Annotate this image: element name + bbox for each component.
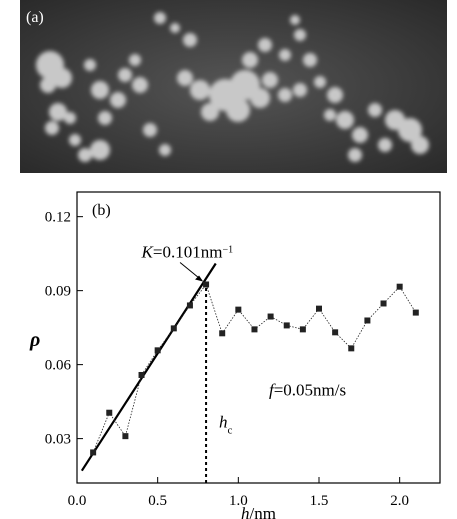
point	[332, 329, 339, 336]
x-axis-label-part: /nm	[250, 504, 276, 519]
annotation-arrowhead	[195, 275, 204, 282]
y-tick-label: 0.09	[45, 284, 71, 300]
point	[316, 305, 322, 312]
annotation-part: K	[141, 242, 155, 261]
annotation: f=0.05nm/s	[269, 380, 346, 399]
point	[138, 371, 145, 378]
annotation-part: =0.05nm/s	[274, 380, 346, 399]
x-axis-label-part: h	[241, 504, 250, 519]
series-line	[92, 283, 417, 453]
annotation-part: −1	[222, 244, 233, 255]
annotation-part: c	[227, 425, 232, 437]
point	[219, 330, 226, 337]
annotation: K=0.101nm−1	[141, 242, 234, 261]
panel-label: (b)	[92, 202, 111, 219]
annotation-part: =0.101nm	[153, 242, 223, 261]
point	[412, 309, 419, 316]
point	[348, 345, 355, 352]
x-axis-label: h/nm	[241, 504, 276, 519]
plot-frame	[76, 191, 441, 484]
point	[106, 409, 113, 416]
point	[299, 326, 306, 333]
y-axis-label: ρ	[29, 329, 40, 351]
y-tick-label: 0.03	[45, 432, 71, 448]
sem-image	[20, 0, 447, 173]
point	[364, 317, 371, 324]
point	[170, 325, 177, 332]
x-tick-label: 2.0	[390, 493, 409, 509]
annotation-part: f	[269, 380, 276, 399]
point	[396, 283, 403, 290]
fit-line	[80, 262, 217, 472]
y-tick-label: 0.06	[45, 358, 72, 374]
point	[186, 302, 193, 309]
x-tick-label: 1.0	[229, 493, 248, 509]
point	[380, 300, 387, 307]
x-tick-label: 0.0	[68, 493, 87, 509]
panel-label: (a)	[26, 9, 44, 26]
point	[267, 313, 274, 320]
point	[203, 281, 210, 288]
point	[251, 326, 258, 333]
annotation: hc	[219, 413, 233, 437]
point	[122, 433, 129, 440]
point	[283, 322, 290, 329]
annotation-part: h	[219, 413, 228, 432]
point	[90, 449, 97, 456]
x-tick-label: 0.5	[148, 493, 167, 509]
point	[154, 347, 161, 354]
point	[235, 306, 242, 313]
x-tick-label: 1.5	[310, 493, 329, 509]
y-tick-label: 0.12	[45, 210, 71, 226]
